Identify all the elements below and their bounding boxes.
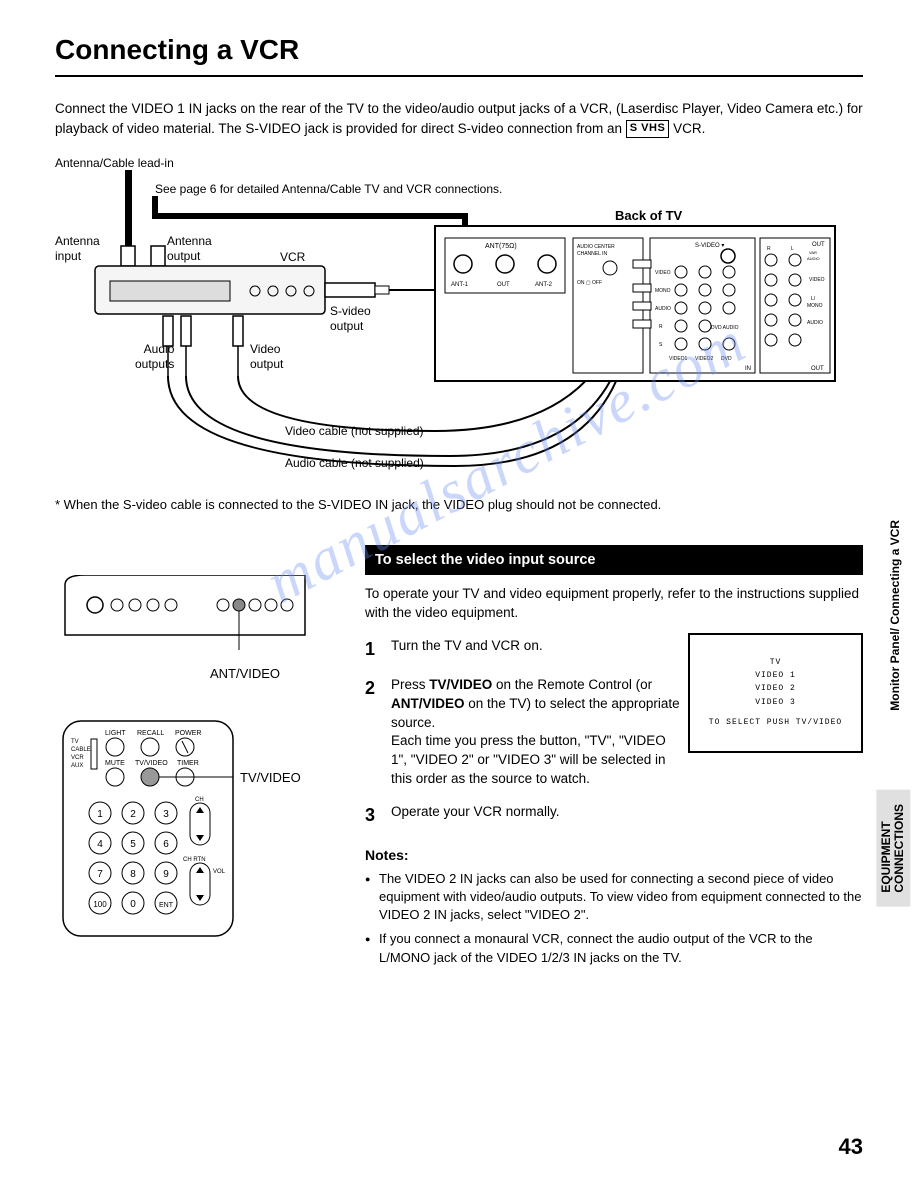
side-tab-chapter: EQUIPMENT CONNECTIONS — [876, 790, 910, 907]
osd-line: TO SELECT PUSH TV/VIDEO — [709, 717, 842, 728]
osd-line: VIDEO 1 — [755, 670, 796, 681]
svg-text:CH: CH — [195, 797, 204, 803]
footnote: * When the S-video cable is connected to… — [55, 496, 863, 514]
front-panel-label: ANT/VIDEO — [155, 665, 335, 683]
step-number: 3 — [365, 803, 381, 828]
svg-text:1: 1 — [97, 809, 103, 820]
svg-text:VOL: VOL — [213, 869, 226, 875]
section-intro: To operate your TV and video equipment p… — [365, 585, 863, 623]
osd-line: VIDEO 3 — [755, 697, 796, 708]
svg-text:ENT: ENT — [159, 902, 174, 909]
step-3: 3 Operate your VCR normally. — [365, 803, 863, 828]
front-panel-illustration: ANT/VIDEO — [55, 575, 335, 683]
svg-text:TIMER: TIMER — [177, 760, 199, 767]
b: TV/VIDEO — [429, 677, 492, 692]
svg-text:AUX: AUX — [71, 763, 83, 769]
svg-text:ANT-1: ANT-1 — [451, 282, 469, 288]
notes-heading: Notes: — [365, 846, 863, 866]
remote-illustration: LIGHT RECALL POWER TV CABLE VCR AUX MUTE… — [55, 713, 335, 943]
svg-text:ANT(75Ω): ANT(75Ω) — [485, 243, 517, 250]
tv-screen-display: TV VIDEO 1 VIDEO 2 VIDEO 3 TO SELECT PUS… — [688, 633, 863, 753]
svg-text:L: L — [791, 246, 794, 252]
svg-text:AUDIO: AUDIO — [807, 256, 820, 261]
svg-text:L/: L/ — [811, 296, 816, 302]
svg-text:LIGHT: LIGHT — [105, 730, 126, 737]
svg-text:CH RTN: CH RTN — [183, 857, 206, 863]
svg-text:4: 4 — [97, 839, 103, 850]
step-text: Turn the TV and VCR on. — [391, 637, 543, 662]
svg-text:MONO: MONO — [655, 288, 671, 294]
step-number: 2 — [365, 676, 381, 789]
note-item: If you connect a monaural VCR, connect t… — [365, 930, 863, 966]
note-item: The VIDEO 2 IN jacks can also be used fo… — [365, 870, 863, 925]
t: Each time you press the button, "TV", "V… — [391, 733, 666, 786]
svg-text:VCR: VCR — [71, 755, 84, 761]
step-text: Operate your VCR normally. — [391, 803, 560, 828]
svg-text:VIDEO: VIDEO — [655, 270, 671, 276]
intro-text-1: Connect the VIDEO 1 IN jacks on the rear… — [55, 101, 863, 136]
t: on the Remote Control (or — [492, 677, 652, 692]
svg-text:5: 5 — [130, 839, 136, 850]
page-title: Connecting a VCR — [55, 30, 863, 69]
svg-text:MUTE: MUTE — [105, 760, 125, 767]
svg-text:7: 7 — [97, 869, 103, 880]
svg-text:2: 2 — [130, 809, 136, 820]
svg-text:POWER: POWER — [175, 730, 201, 737]
svg-text:S-VIDEO ▾: S-VIDEO ▾ — [695, 243, 724, 249]
svg-text:VAR: VAR — [809, 250, 817, 255]
svg-text:AUDIO CENTER: AUDIO CENTER — [577, 244, 615, 250]
step-number: 1 — [365, 637, 381, 662]
osd-line: TV — [770, 657, 782, 668]
diagram-svg: ANT(75Ω) ANT-1 OUT ANT-2 AUDIO CENTER CH… — [55, 156, 865, 486]
svg-text:TV/VIDEO: TV/VIDEO — [135, 760, 168, 767]
svg-text:R: R — [659, 324, 663, 330]
svg-text:OUT: OUT — [811, 366, 824, 372]
page-number: 43 — [839, 1132, 863, 1163]
svg-text:OUT: OUT — [812, 242, 825, 248]
osd-line: VIDEO 2 — [755, 683, 796, 694]
svg-text:VIDEO2: VIDEO2 — [695, 356, 714, 362]
intro-text-2: VCR. — [673, 121, 705, 136]
svg-text:CHANNEL IN: CHANNEL IN — [577, 251, 607, 257]
svg-text:DVD AUDIO: DVD AUDIO — [711, 325, 739, 331]
connection-diagram: Antenna/Cable lead-in See page 6 for det… — [55, 156, 863, 486]
side-tab-section: Monitor Panel/ Connecting a VCR — [887, 520, 904, 711]
svg-text:OUT: OUT — [497, 282, 510, 288]
svg-text:8: 8 — [130, 869, 136, 880]
svg-text:ON ▢ OFF: ON ▢ OFF — [577, 280, 602, 286]
svg-text:R: R — [767, 246, 771, 252]
step-text: Press TV/VIDEO on the Remote Control (or… — [391, 676, 681, 789]
svg-text:DVD: DVD — [721, 356, 732, 362]
svhs-badge: S VHS — [626, 120, 670, 138]
t: Press — [391, 677, 429, 692]
t: CONNECTIONS — [892, 804, 906, 893]
svg-text:0: 0 — [130, 899, 136, 910]
svg-text:CABLE: CABLE — [71, 747, 91, 753]
svg-text:VIDEO1: VIDEO1 — [669, 356, 688, 362]
svg-text:9: 9 — [163, 869, 169, 880]
svg-text:AUDIO: AUDIO — [807, 320, 823, 326]
svg-text:100: 100 — [93, 900, 107, 909]
svg-text:3: 3 — [163, 809, 169, 820]
svg-text:TV: TV — [71, 739, 79, 745]
svg-text:MONO: MONO — [807, 303, 823, 309]
section-heading: To select the video input source — [365, 545, 863, 575]
t: EQUIPMENT — [879, 821, 893, 892]
svg-text:RECALL: RECALL — [137, 730, 164, 737]
b: ANT/VIDEO — [391, 696, 465, 711]
svg-text:AUDIO: AUDIO — [655, 306, 671, 312]
title-rule — [55, 75, 863, 77]
remote-label: TV/VIDEO — [240, 769, 301, 787]
svg-text:VIDEO: VIDEO — [809, 277, 825, 283]
svg-text:ANT-2: ANT-2 — [535, 282, 553, 288]
svg-text:IN: IN — [745, 366, 751, 372]
intro-paragraph: Connect the VIDEO 1 IN jacks on the rear… — [55, 99, 863, 138]
svg-text:6: 6 — [163, 839, 169, 850]
